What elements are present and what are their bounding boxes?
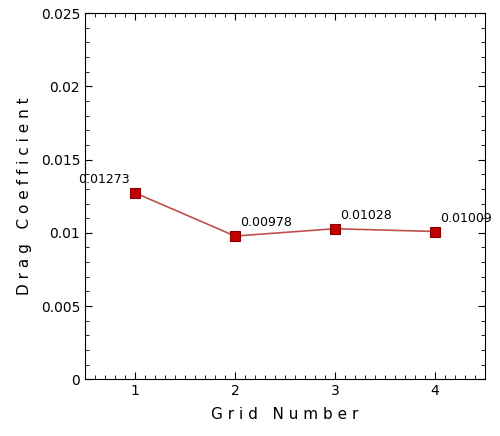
Text: 0.01028: 0.01028 [340, 209, 392, 222]
Text: 0.01273: 0.01273 [78, 173, 130, 186]
Y-axis label: D r a g   C o e f f i c i e n t: D r a g C o e f f i c i e n t [18, 97, 32, 295]
X-axis label: G r i d   N u m b e r: G r i d N u m b e r [212, 406, 358, 422]
Text: 0.01009: 0.01009 [440, 212, 492, 225]
Text: 0.00978: 0.00978 [240, 216, 292, 229]
